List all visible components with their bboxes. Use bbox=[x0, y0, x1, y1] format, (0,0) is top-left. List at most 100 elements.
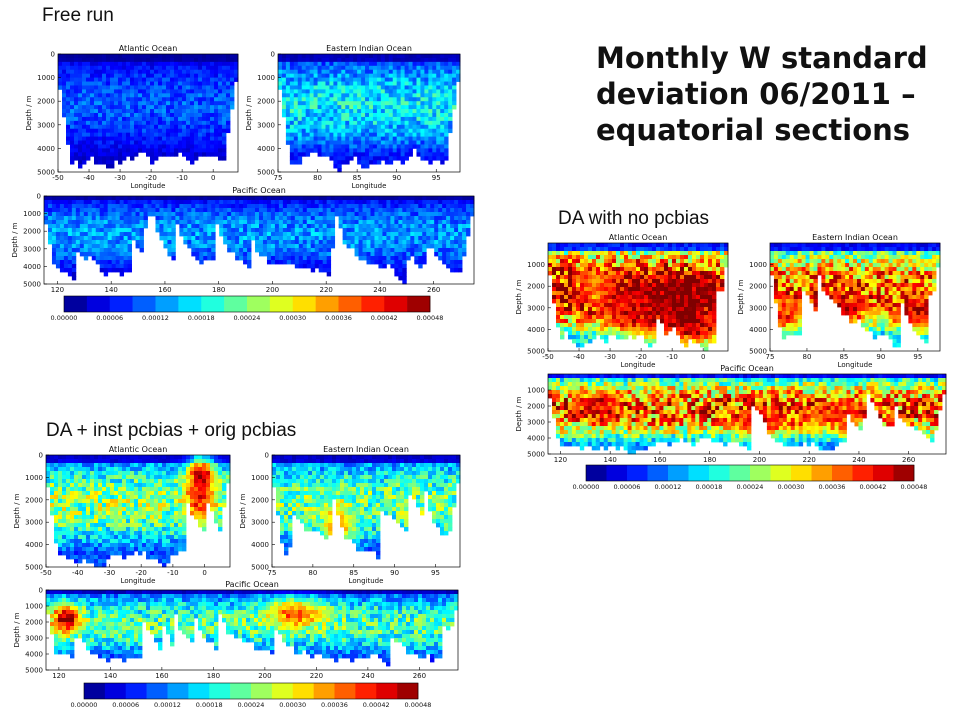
heatmap-cell bbox=[306, 216, 312, 221]
heatmap-cell bbox=[305, 116, 311, 122]
heatmap-cell bbox=[358, 244, 363, 249]
heatmap-cell bbox=[412, 105, 417, 110]
heatmap-cell bbox=[210, 113, 215, 118]
heatmap-cell bbox=[620, 255, 625, 260]
heatmap-cell bbox=[286, 260, 292, 265]
heatmap-cell bbox=[372, 152, 378, 157]
heatmap-cell bbox=[262, 200, 268, 205]
heatmap-cell bbox=[154, 152, 159, 157]
heatmap-cell bbox=[118, 136, 123, 141]
heatmap-cell bbox=[266, 216, 272, 221]
heatmap-cell bbox=[408, 89, 413, 94]
heatmap-cell bbox=[408, 101, 413, 106]
heatmap-cell bbox=[644, 291, 649, 296]
heatmap-cell bbox=[114, 77, 119, 82]
heatmap-cell bbox=[146, 85, 151, 90]
heatmap-cell bbox=[361, 116, 366, 122]
heatmap-cell bbox=[290, 244, 296, 249]
heatmap-cell bbox=[174, 77, 179, 82]
heatmap-cell bbox=[418, 248, 423, 253]
heatmap-cell bbox=[218, 116, 223, 122]
heatmap-cell bbox=[74, 109, 79, 114]
heatmap-cell bbox=[402, 252, 407, 257]
heatmap-cell bbox=[186, 93, 191, 98]
heatmap-cell bbox=[392, 77, 398, 82]
heatmap-cell bbox=[290, 232, 296, 237]
heatmap-cell bbox=[309, 124, 315, 130]
heatmap-cell bbox=[282, 208, 288, 213]
heatmap-cell bbox=[616, 279, 621, 284]
heatmap-cell bbox=[222, 156, 227, 161]
heatmap-cell bbox=[222, 65, 227, 71]
heatmap-cell bbox=[349, 57, 354, 63]
heatmap-cell bbox=[620, 247, 625, 252]
heatmap-cell bbox=[329, 156, 334, 161]
heatmap-cell bbox=[190, 160, 195, 165]
heatmap-cell bbox=[98, 160, 103, 165]
heatmap-cell bbox=[548, 247, 553, 252]
heatmap-cell bbox=[370, 260, 375, 265]
heatmap-cell bbox=[282, 240, 288, 245]
heatmap-cell bbox=[154, 140, 159, 145]
heatmap-cell bbox=[552, 283, 557, 288]
heatmap-cell bbox=[412, 101, 417, 106]
heatmap-cell bbox=[226, 101, 231, 106]
heatmap-cell bbox=[564, 243, 569, 248]
heatmap-cell bbox=[400, 156, 406, 161]
heatmap-cell bbox=[696, 315, 701, 320]
heatmap-cell bbox=[450, 232, 455, 237]
heatmap-cell bbox=[416, 113, 421, 118]
heatmap-cell bbox=[166, 116, 171, 122]
heatmap-cell bbox=[115, 220, 121, 225]
heatmap-cell bbox=[198, 61, 203, 67]
heatmap-cell bbox=[70, 73, 75, 78]
heatmap-cell bbox=[146, 77, 151, 82]
heatmap-cell bbox=[298, 236, 304, 241]
heatmap-cell bbox=[426, 228, 431, 233]
heatmap-cell bbox=[636, 247, 641, 252]
heatmap-cell bbox=[106, 81, 111, 86]
y-tick-label: 4000 bbox=[257, 145, 275, 153]
heatmap-cell bbox=[374, 200, 379, 205]
heatmap-cell bbox=[406, 240, 411, 245]
heatmap-cell bbox=[281, 54, 287, 59]
heatmap-cell bbox=[67, 212, 73, 217]
heatmap-cell bbox=[191, 216, 196, 221]
heatmap-cell bbox=[384, 57, 390, 63]
heatmap-cell bbox=[119, 248, 125, 253]
heatmap-cell bbox=[365, 160, 370, 165]
heatmap-cell bbox=[110, 109, 115, 114]
heatmap-cell bbox=[90, 89, 95, 94]
heatmap-cell bbox=[664, 275, 669, 280]
heatmap-cell bbox=[584, 323, 589, 328]
heatmap-cell bbox=[624, 299, 629, 304]
heatmap-cell bbox=[231, 200, 236, 205]
heatmap-cell bbox=[58, 81, 63, 86]
heatmap-cell bbox=[190, 128, 195, 134]
heatmap-cell bbox=[552, 291, 557, 296]
heatmap-cell bbox=[317, 101, 322, 106]
heatmap-cell bbox=[361, 109, 366, 114]
heatmap-cell bbox=[365, 105, 370, 110]
heatmap-cell bbox=[676, 315, 681, 320]
heatmap-cell bbox=[466, 208, 471, 213]
colorbar-tick-label: 0.00030 bbox=[279, 314, 306, 322]
heatmap-cell bbox=[430, 196, 435, 201]
heatmap-cell bbox=[198, 144, 203, 149]
heatmap-cell bbox=[616, 327, 621, 332]
heatmap-cell bbox=[297, 89, 303, 94]
heatmap-cell bbox=[416, 54, 421, 59]
heatmap-cell bbox=[446, 212, 451, 217]
heatmap-cell bbox=[684, 251, 689, 256]
heatmap-cell bbox=[59, 232, 65, 237]
heatmap-cell bbox=[680, 255, 685, 260]
heatmap-cell bbox=[55, 232, 61, 237]
heatmap-cell bbox=[333, 128, 338, 134]
heatmap-cell bbox=[341, 89, 346, 94]
heatmap-cell bbox=[67, 204, 73, 209]
heatmap-cell bbox=[289, 85, 295, 90]
heatmap-cell bbox=[134, 136, 139, 141]
heatmap-cell bbox=[572, 287, 577, 292]
heatmap-cell bbox=[404, 152, 409, 157]
heatmap-cell bbox=[78, 140, 83, 145]
